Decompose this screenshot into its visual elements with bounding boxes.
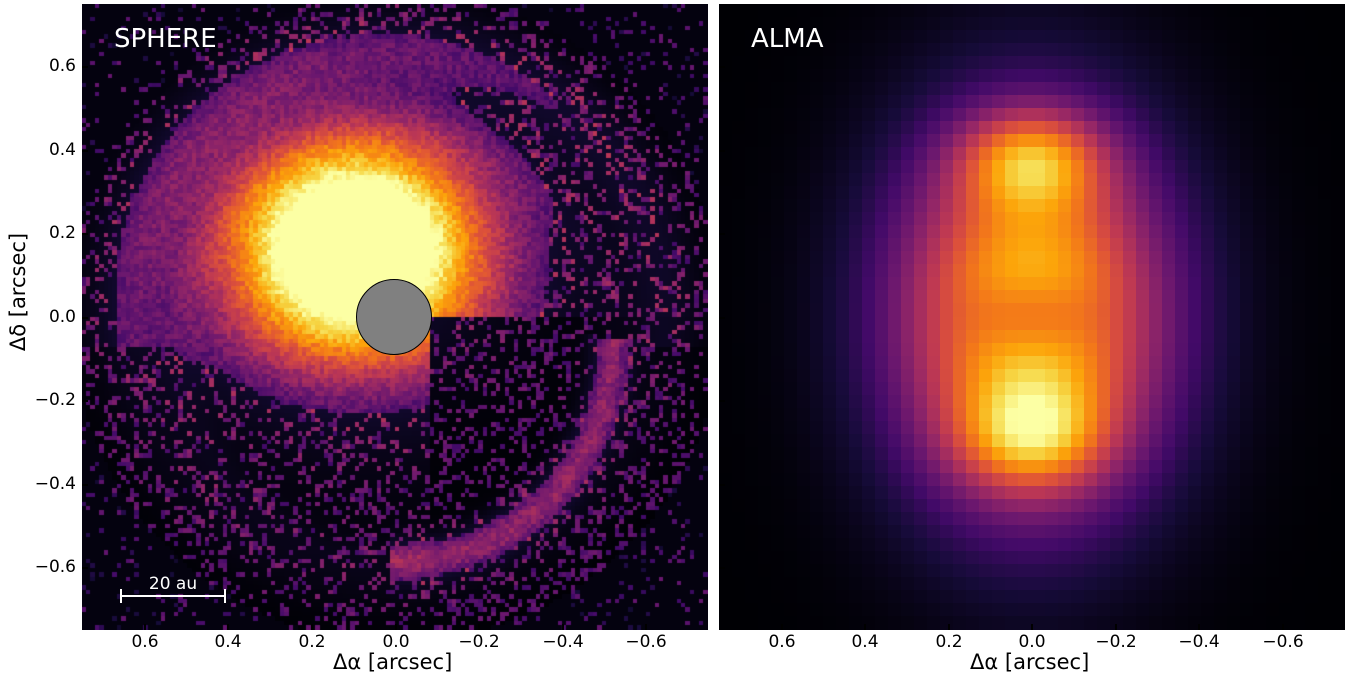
sphere-x-tick [311, 624, 313, 630]
alma-y-tick [719, 567, 725, 569]
scale-bar-line [120, 595, 226, 597]
sphere-y-tick-label: −0.6 [34, 557, 76, 577]
alma-x-tick-label: −0.2 [1095, 632, 1137, 652]
alma-x-tick-label: 0.2 [935, 632, 963, 652]
sphere-y-tick-label: −0.4 [34, 474, 76, 494]
alma-x-tick-label: 0.6 [768, 632, 796, 652]
alma-x-tick-label: −0.4 [1178, 632, 1220, 652]
alma-x-tick [1282, 624, 1284, 630]
alma-image-panel: ALMA [719, 4, 1345, 630]
sphere-y-tick [82, 400, 88, 402]
sphere-y-tick-label: 0.0 [48, 307, 76, 327]
sphere-image-panel: SPHERE 20 au [82, 4, 708, 630]
sphere-y-tick [82, 567, 88, 569]
scale-bar-cap-right [224, 589, 226, 603]
alma-y-tick [719, 150, 725, 152]
sphere-y-tick-label: 0.4 [48, 140, 76, 160]
sphere-y-axis-title: Δδ [arcsec] [6, 232, 30, 352]
sphere-x-tick [645, 624, 647, 630]
alma-x-tick [864, 624, 866, 630]
sphere-x-tick [478, 624, 480, 630]
alma-x-tick-label: −0.6 [1262, 632, 1304, 652]
alma-x-tick [1198, 624, 1200, 630]
sphere-y-tick [82, 150, 88, 152]
alma-x-tick [948, 624, 950, 630]
alma-y-tick [719, 400, 725, 402]
sphere-x-tick [144, 624, 146, 630]
sphere-x-tick [227, 624, 229, 630]
sphere-x-tick-label: −0.6 [625, 632, 667, 652]
alma-x-tick [781, 624, 783, 630]
alma-image [719, 4, 1345, 630]
coronagraph-mask [356, 279, 432, 355]
sphere-x-tick-label: −0.2 [458, 632, 500, 652]
sphere-y-tick-label: 0.6 [48, 56, 76, 76]
sphere-x-tick-label: 0.4 [214, 632, 242, 652]
alma-y-tick [719, 317, 725, 319]
sphere-y-tick-label: 0.2 [48, 223, 76, 243]
sphere-y-tick [82, 317, 88, 319]
scale-bar: 20 au [120, 572, 226, 603]
alma-x-axis-title: Δα [arcsec] [970, 650, 1090, 674]
sphere-y-tick [82, 66, 88, 68]
sphere-x-tick-label: 0.6 [131, 632, 159, 652]
sphere-x-axis-title: Δα [arcsec] [333, 650, 453, 674]
sphere-y-tick [82, 233, 88, 235]
alma-x-tick [1031, 624, 1033, 630]
sphere-x-tick-label: −0.4 [542, 632, 584, 652]
sphere-x-tick-label: 0.2 [298, 632, 326, 652]
sphere-y-tick-label: −0.2 [34, 390, 76, 410]
sphere-x-tick [562, 624, 564, 630]
sphere-x-tick [395, 624, 397, 630]
alma-x-tick-label: 0.0 [1018, 632, 1046, 652]
scale-bar-label: 20 au [148, 574, 198, 594]
alma-y-tick [719, 66, 725, 68]
sphere-y-tick [82, 484, 88, 486]
alma-x-tick [1115, 624, 1117, 630]
scale-bar-cap-left [120, 589, 122, 603]
alma-x-tick-label: 0.4 [851, 632, 879, 652]
alma-y-tick [719, 233, 725, 235]
sphere-panel-label: SPHERE [114, 24, 217, 54]
alma-y-tick [719, 484, 725, 486]
sphere-x-tick-label: 0.0 [382, 632, 410, 652]
alma-panel-label: ALMA [751, 24, 824, 54]
